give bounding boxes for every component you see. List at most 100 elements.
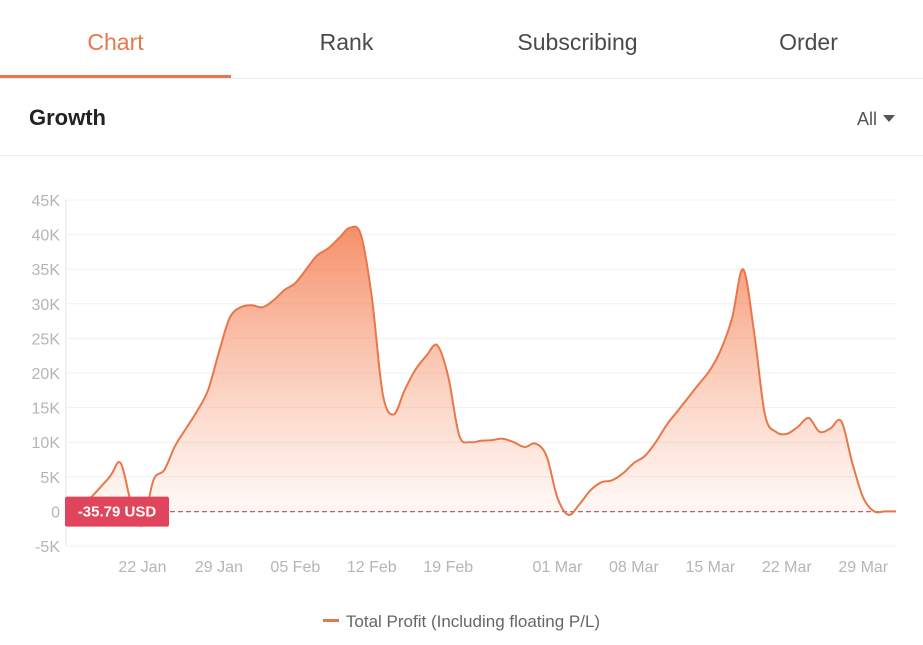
data-point <box>862 497 864 499</box>
data-point <box>447 376 449 378</box>
x-tick-label: 29 Mar <box>838 559 888 576</box>
y-tick-label: 40K <box>32 228 61 245</box>
data-point <box>327 247 329 249</box>
x-axis-labels: 22 Jan 29 Jan 05 Feb 12 Feb 19 Feb 01 Mar 08 M… <box>118 559 888 576</box>
data-point <box>120 462 122 464</box>
y-axis-labels: -5K 0 5K 10K 15K 20K 25K 30K 35K 40K 45K <box>32 193 61 556</box>
active-tab-indicator <box>0 75 231 78</box>
tab-bar: Chart Rank Subscribing Order <box>0 0 923 79</box>
y-tick-label: -5K <box>35 539 60 556</box>
data-point <box>535 443 537 445</box>
data-point <box>393 414 395 416</box>
data-point <box>262 306 264 308</box>
profit-area <box>87 226 897 526</box>
y-tick-label: 25K <box>32 331 61 348</box>
tab-chart[interactable]: Chart <box>87 29 144 55</box>
data-point <box>273 299 275 301</box>
data-point <box>808 417 810 419</box>
section-title: Growth <box>29 105 106 130</box>
y-tick-label: 35K <box>32 262 61 279</box>
data-point <box>207 389 209 391</box>
current-value-badge: -35.79 USD <box>65 496 169 527</box>
y-tick-label: 45K <box>32 193 61 210</box>
data-point <box>218 351 220 353</box>
data-point <box>589 490 591 492</box>
data-point <box>229 317 231 319</box>
data-point <box>524 446 526 448</box>
data-point <box>458 434 460 436</box>
data-point <box>294 282 296 284</box>
x-tick-label: 22 Jan <box>118 559 166 576</box>
growth-chart: -5K 0 5K 10K 15K 20K 25K 30K 35K 40K 45K 22 Jan 29 … <box>32 193 897 576</box>
legend-label: Total Profit (Including floating P/L) <box>345 612 601 631</box>
x-tick-label: 15 Mar <box>685 559 735 576</box>
data-point <box>338 237 340 239</box>
data-point <box>556 497 558 499</box>
x-tick-label: 08 Mar <box>609 559 659 576</box>
data-point <box>513 441 515 443</box>
data-point <box>753 331 755 333</box>
data-point <box>797 426 799 428</box>
data-point <box>546 455 548 457</box>
caret-down-icon <box>883 115 895 122</box>
data-point <box>371 296 373 298</box>
data-point <box>174 445 176 447</box>
tab-subscribing[interactable]: Subscribing <box>517 29 638 55</box>
data-point <box>873 510 875 512</box>
data-point <box>884 510 886 512</box>
data-point <box>349 227 351 229</box>
y-tick-label: 20K <box>32 366 61 383</box>
legend[interactable]: Total Profit (Including floating P/L) <box>0 612 923 632</box>
data-point <box>425 355 427 357</box>
y-tick-label: 0 <box>51 504 60 521</box>
tab-rank[interactable]: Rank <box>319 29 374 55</box>
data-point <box>622 472 624 474</box>
y-tick-label: 10K <box>32 435 61 452</box>
data-point <box>360 234 362 236</box>
x-tick-label: 19 Feb <box>423 559 473 576</box>
range-dropdown-value: All <box>856 109 877 129</box>
x-tick-label: 12 Feb <box>347 559 397 576</box>
data-point <box>677 410 679 412</box>
y-tick-label: 15K <box>32 401 61 418</box>
range-dropdown[interactable]: All <box>857 109 895 130</box>
x-tick-label: 01 Mar <box>533 559 583 576</box>
data-point <box>283 289 285 291</box>
data-point <box>240 306 242 308</box>
data-point <box>415 369 417 371</box>
data-point <box>185 427 187 429</box>
data-point <box>152 479 154 481</box>
data-point <box>655 441 657 443</box>
profit-line <box>87 225 897 527</box>
x-tick-label: 22 Mar <box>762 559 812 576</box>
data-point <box>851 462 853 464</box>
data-point <box>316 254 318 256</box>
data-point <box>633 462 635 464</box>
data-point <box>109 476 111 478</box>
data-point <box>775 431 777 433</box>
data-point <box>163 469 165 471</box>
data-point <box>895 510 897 512</box>
data-point <box>720 348 722 350</box>
tab-order[interactable]: Order <box>779 29 838 55</box>
data-point <box>688 396 690 398</box>
data-point <box>644 455 646 457</box>
data-point <box>830 427 832 429</box>
data-point <box>436 344 438 346</box>
data-point <box>709 369 711 371</box>
data-point <box>578 504 580 506</box>
data-point <box>600 481 602 483</box>
y-tick-label: 5K <box>40 470 60 487</box>
legend-swatch <box>322 619 339 622</box>
y-tick-label: 30K <box>32 297 61 314</box>
x-tick-label: 05 Feb <box>270 559 320 576</box>
data-point <box>196 410 198 412</box>
badge-background <box>65 496 169 527</box>
x-tick-label: 29 Jan <box>195 559 243 576</box>
data-point <box>491 439 493 441</box>
data-point <box>666 424 668 426</box>
data-point <box>404 389 406 391</box>
data-point <box>382 393 384 395</box>
data-point <box>567 514 569 516</box>
badge-label: -35.79 USD <box>78 504 157 521</box>
